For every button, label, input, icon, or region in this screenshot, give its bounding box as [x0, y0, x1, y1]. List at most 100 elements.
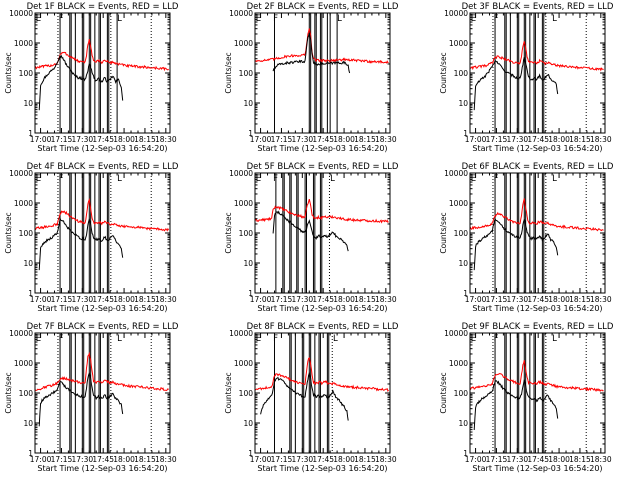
y-tick-label: 100 — [239, 69, 254, 78]
y-axis-label: Counts/sec — [4, 212, 13, 253]
corner-label-l: L — [330, 174, 335, 184]
y-tick-label: 10000 — [229, 169, 253, 178]
x-tick-label: 18:00 — [548, 295, 570, 304]
y-tick-label: 1000 — [14, 39, 33, 48]
y-tick-label: 10000 — [444, 169, 468, 178]
x-tick-label: 17:00 — [250, 455, 272, 464]
series-lld-line — [254, 28, 389, 64]
x-tick-label: 17:00 — [30, 455, 52, 464]
y-tick-label: 10 — [23, 419, 33, 428]
plot-frame — [34, 12, 171, 134]
corner-label-f: F — [59, 334, 64, 344]
x-tick-label: 18:15 — [354, 135, 376, 144]
x-tick-label: 18:15 — [569, 295, 591, 304]
series-events-line — [272, 210, 349, 252]
y-tick-label: 1 — [463, 449, 468, 458]
corner-label-f: F — [59, 14, 64, 24]
y-tick-label: 1000 — [14, 359, 33, 368]
y-tick-label: 10 — [23, 259, 33, 268]
panel-title: Det 1F BLACK = Events, RED = LLD — [27, 2, 179, 12]
y-tick-label: 100 — [19, 69, 34, 78]
y-tick-label: 10 — [243, 259, 253, 268]
panel-det-4: Det 4F BLACK = Events, RED = LLD 1 10 100 10… — [4, 162, 179, 313]
x-tick-label: 17:00 — [30, 135, 52, 144]
x-tick-label: 18:15 — [569, 455, 591, 464]
x-axis-label: Start Time (12-Sep-03 16:54:20) — [37, 144, 167, 153]
corner-label-f: F — [494, 174, 499, 184]
y-tick-label: 1 — [463, 289, 468, 298]
corner-label-l: L — [337, 14, 342, 24]
y-tick-label: 10000 — [444, 9, 468, 18]
x-tick-label: 17:45 — [92, 455, 114, 464]
series-lld-line — [469, 198, 604, 232]
y-tick-label: 10 — [458, 419, 468, 428]
corner-label-e: E — [256, 334, 261, 344]
y-tick-label: 10000 — [229, 9, 253, 18]
panel-title: Det 6F BLACK = Events, RED = LLD — [462, 162, 614, 172]
series-events-line — [38, 216, 124, 271]
panel-det-7: Det 7F BLACK = Events, RED = LLD 1 10 100 10… — [4, 322, 179, 473]
y-tick-label: 1000 — [449, 39, 468, 48]
series-events-line — [272, 32, 351, 74]
corner-label-l: L — [552, 334, 557, 344]
panel-det-9: Det 9F BLACK = Events, RED = LLD 1 10 100 10… — [439, 322, 614, 473]
series-lld-line — [254, 357, 389, 393]
panel-det-6: Det 6F BLACK = Events, RED = LLD 1 10 100 10… — [439, 162, 614, 313]
x-tick-label: 17:45 — [92, 135, 114, 144]
x-axis-label: Start Time (12-Sep-03 16:54:20) — [472, 144, 602, 153]
x-axis-label: Start Time (12-Sep-03 16:54:20) — [257, 144, 387, 153]
corner-label-f: F — [273, 334, 278, 344]
y-tick-label: 1000 — [234, 39, 253, 48]
x-tick-label: 18:30 — [590, 295, 612, 304]
panel-title: Det 9F BLACK = Events, RED = LLD — [462, 322, 614, 332]
x-tick-label: 18:30 — [590, 135, 612, 144]
x-tick-label: 17:00 — [250, 295, 272, 304]
x-tick-label: 17:15 — [271, 135, 293, 144]
x-tick-label: 17:30 — [507, 455, 529, 464]
panel-title: Det 3F BLACK = Events, RED = LLD — [462, 2, 614, 12]
x-tick-label: 18:15 — [354, 295, 376, 304]
series-lld-line — [34, 39, 169, 72]
series-lld-line — [469, 360, 604, 393]
corner-label-l: L — [117, 174, 122, 184]
corner-label-f: F — [273, 14, 278, 24]
plot-frame — [254, 12, 391, 134]
x-axis-label: Start Time (12-Sep-03 16:54:20) — [257, 304, 387, 313]
x-tick-label: 18:30 — [155, 135, 177, 144]
x-tick-label: 17:30 — [72, 135, 94, 144]
x-tick-label: 17:00 — [465, 455, 487, 464]
x-tick-label: 18:15 — [354, 455, 376, 464]
corner-label-e: E — [471, 14, 476, 24]
panel-det-5: Det 5F BLACK = Events, RED = LLD 1 10 100 10… — [224, 162, 399, 313]
y-axis-label: Counts/sec — [4, 52, 13, 93]
corner-label-f: F — [59, 174, 64, 184]
x-tick-label: 17:00 — [465, 295, 487, 304]
x-tick-label: 18:00 — [548, 455, 570, 464]
y-tick-label: 10000 — [444, 329, 468, 338]
corner-label-e: E — [256, 174, 261, 184]
x-tick-label: 18:15 — [569, 135, 591, 144]
x-tick-label: 18:30 — [155, 455, 177, 464]
x-tick-label: 17:45 — [527, 295, 549, 304]
x-tick-label: 17:15 — [51, 295, 73, 304]
y-tick-label: 10000 — [9, 329, 33, 338]
y-axis-label: Counts/sec — [224, 52, 233, 93]
y-axis-label: Counts/sec — [439, 52, 448, 93]
x-tick-label: 18:15 — [134, 135, 156, 144]
y-tick-label: 1 — [463, 129, 468, 138]
corner-label-e: E — [471, 334, 476, 344]
y-tick-label: 100 — [239, 229, 254, 238]
y-tick-label: 1 — [248, 289, 253, 298]
panel-det-1: Det 1F BLACK = Events, RED = LLD 1 10 100 10… — [4, 2, 179, 153]
y-tick-label: 10000 — [229, 329, 253, 338]
x-axis-label: Start Time (12-Sep-03 16:54:20) — [37, 464, 167, 473]
x-tick-label: 17:30 — [72, 295, 94, 304]
y-tick-label: 100 — [19, 389, 34, 398]
x-tick-label: 18:00 — [333, 455, 355, 464]
x-axis-label: Start Time (12-Sep-03 16:54:20) — [472, 464, 602, 473]
x-tick-label: 17:45 — [312, 295, 334, 304]
plot-frame — [469, 12, 606, 134]
y-tick-label: 100 — [454, 69, 469, 78]
